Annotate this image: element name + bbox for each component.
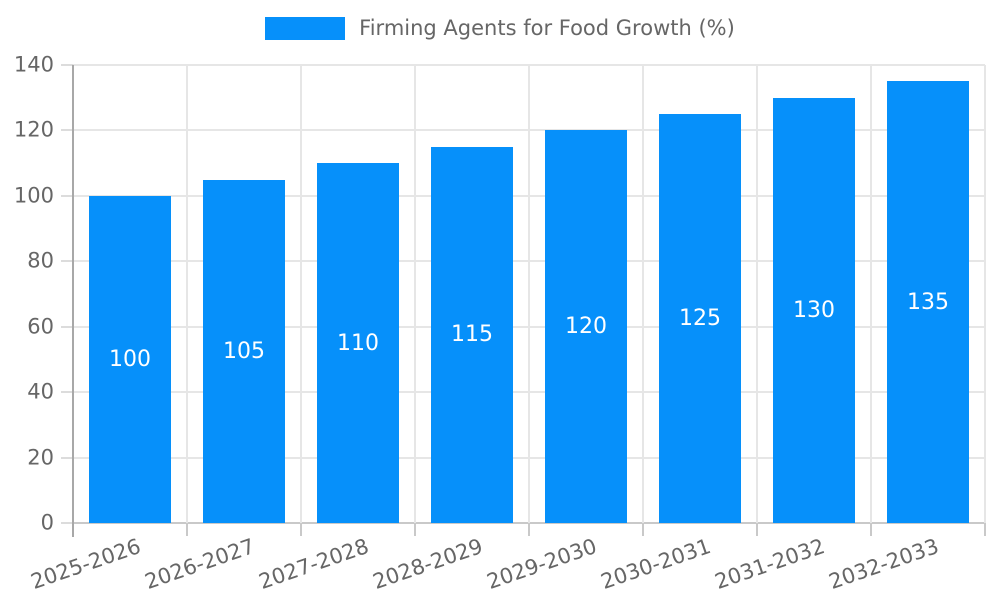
bar[interactable]: 135 bbox=[887, 81, 969, 523]
y-tick-label: 140 bbox=[13, 52, 54, 77]
x-tick-label: 2032-2033 bbox=[825, 534, 942, 594]
y-tick-label: 0 bbox=[40, 510, 54, 535]
y-axis-tick bbox=[61, 64, 73, 66]
y-axis-tick bbox=[61, 260, 73, 263]
x-tick-label: 2030-2031 bbox=[597, 534, 714, 594]
bar[interactable]: 110 bbox=[317, 163, 399, 523]
x-tick-label: 2026-2027 bbox=[141, 534, 258, 594]
x-axis-tick bbox=[870, 523, 872, 536]
bar[interactable]: 105 bbox=[203, 179, 285, 523]
legend-label: Firming Agents for Food Growth (%) bbox=[359, 16, 735, 40]
gridline-vertical bbox=[300, 65, 302, 523]
x-tick-label: 2028-2029 bbox=[369, 534, 486, 594]
bar-value-label: 115 bbox=[451, 322, 493, 348]
y-tick-label: 120 bbox=[13, 117, 54, 142]
y-axis-tick bbox=[61, 391, 73, 394]
y-axis-tick bbox=[61, 522, 73, 524]
gridline-vertical bbox=[186, 65, 188, 523]
bar-value-label: 125 bbox=[679, 306, 721, 332]
gridline-vertical bbox=[414, 65, 416, 523]
bar-value-label: 100 bbox=[109, 346, 151, 372]
y-axis-tick bbox=[61, 194, 73, 197]
x-axis-tick bbox=[300, 523, 302, 536]
bar-value-label: 110 bbox=[337, 330, 379, 356]
y-tick-label: 40 bbox=[27, 379, 54, 404]
bar[interactable]: 120 bbox=[545, 130, 627, 523]
y-axis-tick bbox=[61, 129, 73, 132]
bar[interactable]: 125 bbox=[659, 114, 741, 523]
x-tick-label: 2025-2026 bbox=[27, 534, 144, 594]
x-tick-label: 2029-2030 bbox=[483, 534, 600, 594]
gridline-vertical bbox=[870, 65, 872, 523]
y-tick-label: 100 bbox=[13, 183, 54, 208]
x-axis-tick bbox=[414, 523, 416, 536]
x-tick-label: 2031-2032 bbox=[711, 534, 828, 594]
legend-swatch bbox=[265, 17, 346, 41]
bar-value-label: 120 bbox=[565, 314, 607, 340]
bar-value-label: 105 bbox=[223, 338, 265, 364]
x-axis-tick bbox=[528, 523, 530, 536]
y-tick-label: 60 bbox=[27, 314, 54, 339]
bar[interactable]: 100 bbox=[89, 195, 171, 523]
gridline-vertical bbox=[984, 65, 986, 523]
y-axis-tick bbox=[61, 325, 73, 328]
bar-value-label: 135 bbox=[907, 289, 949, 315]
gridline-vertical bbox=[642, 65, 644, 523]
chart-legend[interactable]: Firming Agents for Food Growth (%) bbox=[0, 16, 1000, 41]
x-tick-label: 2027-2028 bbox=[255, 534, 372, 594]
y-axis-tick bbox=[61, 456, 73, 459]
bar-value-label: 130 bbox=[793, 297, 835, 323]
y-tick-label: 80 bbox=[27, 248, 54, 273]
bar[interactable]: 115 bbox=[431, 146, 513, 523]
gridline-vertical bbox=[528, 65, 530, 523]
bar[interactable]: 130 bbox=[773, 97, 855, 523]
y-axis-line bbox=[72, 65, 74, 537]
x-axis-tick bbox=[642, 523, 644, 536]
gridline-vertical bbox=[756, 65, 758, 523]
x-axis-tick bbox=[186, 523, 188, 536]
x-axis-tick bbox=[984, 523, 986, 536]
y-tick-label: 20 bbox=[27, 445, 54, 470]
x-axis-tick bbox=[756, 523, 758, 536]
